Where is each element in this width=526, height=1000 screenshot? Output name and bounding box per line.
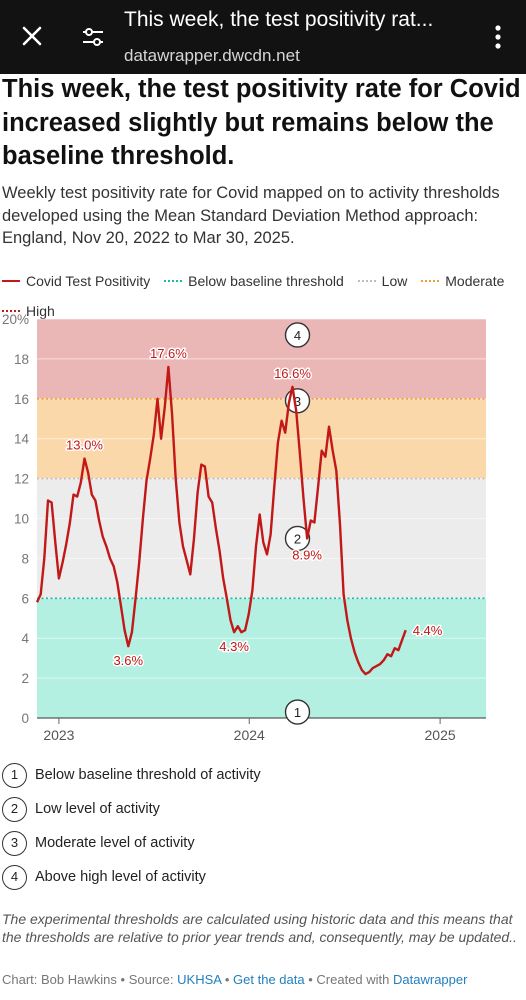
chart-headline: This week, the test positivity rate for …: [2, 75, 521, 170]
threshold-band-2: [37, 478, 486, 599]
legend-item-high: High: [2, 298, 55, 324]
credit-source-prefix: Source:: [128, 972, 174, 987]
url-text[interactable]: datawrapper.dwcdn.net: [124, 46, 300, 65]
threshold-note: The experimental thresholds are calculat…: [2, 911, 517, 945]
level-item-4: 4 Above high level of activity: [2, 860, 522, 894]
band-badge-circle-4: [284, 322, 311, 348]
band-badge-circle-2: [284, 525, 311, 552]
credit-created-prefix: Created with: [316, 972, 390, 987]
x-tick-label: 2025: [425, 727, 456, 743]
x-tick-label: 2024: [234, 727, 265, 743]
y-tick-label: 0: [21, 711, 29, 726]
y-tick-label: 10: [14, 512, 29, 527]
datawrapper-link[interactable]: Datawrapper: [393, 972, 468, 987]
data-label: 17.6%: [150, 346, 187, 361]
legend-label: Below baseline threshold: [188, 273, 344, 289]
credit-separator: •: [224, 972, 230, 987]
data-label: 13.0%: [66, 438, 103, 453]
data-label: 3.6%: [113, 653, 143, 668]
level-label: Moderate level of activity: [35, 835, 195, 851]
level-label: Below baseline threshold of activity: [35, 767, 261, 783]
level-badge: 4: [2, 864, 27, 890]
level-label: Low level of activity: [35, 801, 160, 817]
band-badge-number: 1: [294, 705, 301, 720]
level-badge: 3: [2, 830, 27, 856]
chart-credits: Chart: Bob Hawkins • Source: UKHSA • Get…: [2, 972, 524, 987]
level-label: Above high level of activity: [35, 869, 206, 885]
credit-separator: •: [308, 972, 313, 987]
y-tick-label: 8: [21, 551, 29, 566]
threshold-band-1: [37, 598, 486, 718]
legend-item-low: Low: [357, 268, 408, 294]
series-legend: Covid Test Positivity Below baseline thr…: [2, 264, 522, 324]
data-label: 4.3%: [219, 639, 249, 654]
y-tick-label: 4: [21, 631, 29, 646]
credit-author: Chart: Bob Hawkins: [2, 972, 117, 987]
y-tick-label: 6: [21, 591, 29, 606]
data-label: 4.4%: [413, 623, 443, 638]
legend-swatch-dotted-teal: [164, 280, 183, 282]
level-badge: 2: [2, 796, 27, 822]
band-badge-number: 2: [294, 531, 301, 546]
legend-swatch-solid-red: [2, 280, 20, 282]
get-data-link[interactable]: Get the data: [233, 972, 305, 987]
browser-top-bar: This week, the test positivity rat... da…: [0, 0, 526, 74]
band-badge-number: 3: [294, 394, 301, 409]
series-line-covid-positivity: [35, 365, 407, 676]
source-link[interactable]: UKHSA: [177, 972, 222, 987]
legend-item-baseline: Below baseline threshold: [164, 268, 344, 294]
y-tick-label: 18: [14, 352, 29, 367]
legend-swatch-dotted-grey: [357, 280, 376, 282]
legend-label: High: [26, 303, 55, 319]
page-title: This week, the test positivity rat...: [124, 8, 434, 31]
y-tick-label: 16: [14, 392, 29, 407]
legend-label: Low: [381, 273, 408, 289]
site-settings-icon[interactable]: [80, 24, 106, 50]
y-tick-label: 20%: [2, 314, 29, 327]
level-item-3: 3 Moderate level of activity: [2, 826, 522, 860]
y-tick-label: 12: [14, 472, 29, 487]
y-tick-label: 2: [21, 671, 29, 686]
chart-description: Weekly test positivity rate for Covid ma…: [2, 184, 500, 247]
legend-label: Covid Test Positivity: [26, 273, 151, 289]
legend-label: Moderate: [445, 273, 505, 289]
legend-swatch-dotted-red: [2, 310, 20, 312]
band-badge-circle-1: [284, 699, 311, 725]
data-label: 16.6%: [274, 366, 311, 381]
close-icon[interactable]: [18, 22, 46, 50]
level-item-2: 2 Low level of activity: [2, 792, 522, 826]
legend-item-moderate: Moderate: [421, 268, 504, 294]
legend-swatch-dotted-orange: [421, 280, 440, 282]
more-vert-icon[interactable]: [490, 24, 506, 50]
data-label: 8.9%: [292, 547, 322, 562]
level-badge: 1: [2, 762, 27, 788]
x-tick-label: 2023: [43, 727, 74, 743]
y-tick-label: 14: [14, 432, 30, 447]
legend-item-covid-positivity: Covid Test Positivity: [2, 268, 150, 294]
band-badge-number: 4: [294, 328, 301, 343]
level-item-1: 1 Below baseline threshold of activity: [2, 758, 522, 792]
credit-separator: •: [120, 972, 126, 987]
